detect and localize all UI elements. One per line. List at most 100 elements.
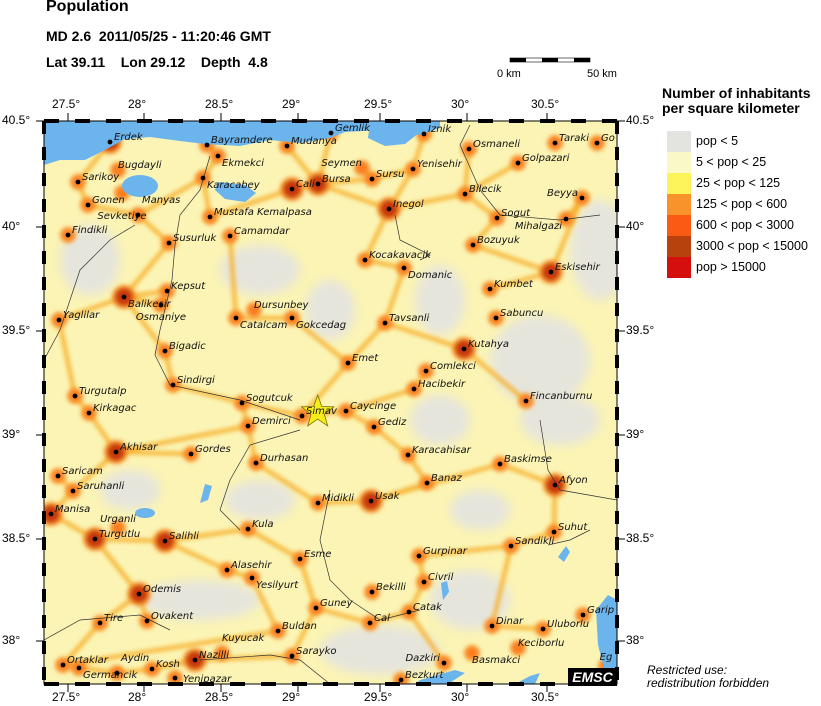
city-fincanburnu[interactable]: Fincanburnu (523, 391, 593, 404)
city-usak[interactable]: Usak (368, 491, 401, 504)
city-gordes[interactable]: Gordes (188, 444, 231, 457)
city-karacahisar[interactable]: Karacahisar (405, 445, 472, 458)
city-bugdayli[interactable]: Bugdayli (118, 160, 162, 171)
city-kocakavacik[interactable]: Kocakavacik (362, 250, 433, 263)
city-sarayko[interactable]: Sarayko (289, 646, 337, 659)
city-bezkurt[interactable]: Bezkurt (398, 670, 445, 683)
city-baskimse[interactable]: Baskimse (497, 454, 552, 467)
city-sabuncu[interactable]: Sabuncu (493, 308, 544, 321)
city-catalcam[interactable]: Catalcam (233, 315, 288, 331)
city-buldan[interactable]: Buldan (275, 621, 317, 634)
city-osmaneli[interactable]: Osmaneli (466, 139, 521, 152)
city-kutahya[interactable]: Kutahya (461, 339, 509, 352)
city-tavsanli[interactable]: Tavsanli (382, 313, 430, 326)
city-caycinge[interactable]: Caycinge (343, 401, 397, 414)
city-saricam[interactable]: Saricam (55, 466, 103, 479)
city-odemis[interactable]: Odemis (136, 584, 182, 597)
city-sevketiye[interactable]: Sevketiye (97, 211, 146, 222)
city-bozuyuk[interactable]: Bozuyuk (470, 235, 521, 248)
city-suhut[interactable]: Suhut (551, 522, 589, 535)
city-ekmekci[interactable]: Ekmekci (215, 153, 265, 169)
city-gonen[interactable]: Gonen (85, 195, 125, 208)
city-yesilyurt[interactable]: Yesilyurt (249, 575, 300, 591)
city-sogutcuk[interactable]: Sogutcuk (239, 393, 294, 406)
city-inegol[interactable]: Inegol (386, 199, 424, 212)
city-keciborlu[interactable]: Keciborlu (518, 638, 564, 649)
city-sogut[interactable]: Sogut (494, 208, 532, 221)
city-cali[interactable]: Cali (289, 179, 315, 192)
city-turgutalp[interactable]: Turgutalp (72, 386, 127, 399)
city-karacabey[interactable]: Karacabey (200, 175, 261, 191)
city-durhasan[interactable]: Durhasan (253, 453, 309, 466)
city-camamdar[interactable]: Camamdar (227, 226, 291, 239)
city-gokcedag[interactable]: Gokcedag (289, 315, 347, 331)
city-ortaklar[interactable]: Ortaklar (60, 655, 109, 668)
city-civril[interactable]: Civril (421, 572, 454, 585)
city-simav[interactable]: Simav (299, 406, 338, 419)
city-sursu[interactable]: Sursu (369, 169, 405, 182)
city-kirkagac[interactable]: Kirkagac (86, 403, 137, 416)
city-kosh[interactable]: Kosh (149, 659, 180, 672)
city-comlekci[interactable]: Comlekci (423, 361, 476, 374)
city-balikesir[interactable]: Balikesir (121, 294, 172, 310)
city-findikli[interactable]: Findikli (65, 225, 108, 238)
city-susurluk[interactable]: Susurluk (166, 233, 218, 246)
city-erdek[interactable]: Erdek (107, 132, 144, 145)
city-dursunbey[interactable]: Dursunbey (254, 300, 310, 311)
city-osmaniye[interactable]: Osmaniye (136, 302, 186, 323)
city-hacibekir[interactable]: Hacibekir (411, 379, 466, 392)
city-bursa[interactable]: Bursa (315, 174, 351, 187)
city-sarikoy[interactable]: Sarikoy (75, 172, 121, 185)
city-yenisehir[interactable]: Yenisehir (410, 159, 463, 172)
city-eg[interactable]: Eg (600, 652, 613, 663)
city-manyas[interactable]: Manyas (135, 195, 181, 218)
city-emet[interactable]: Emet (345, 353, 380, 366)
city-demirci[interactable]: Demirci (245, 416, 291, 429)
city-aydin[interactable]: Aydin (114, 653, 150, 676)
city-gediz[interactable]: Gediz (371, 417, 407, 430)
city-turgutlu[interactable]: Turgutlu (92, 529, 141, 542)
city-midikli[interactable]: Midikli (315, 493, 355, 506)
city-germancik[interactable]: Germancik (76, 665, 139, 681)
city-yenipazar[interactable]: Yenipazar (172, 674, 233, 685)
city-guney[interactable]: Guney (313, 598, 354, 611)
city-ovakent[interactable]: Ovakent (144, 611, 195, 624)
city-tire[interactable]: Tire (97, 613, 124, 626)
city-kepsut[interactable]: Kepsut (164, 281, 207, 294)
epicenter-star-icon[interactable] (300, 393, 335, 427)
city-salihli[interactable]: Salihli (162, 531, 200, 544)
city-bigadic[interactable]: Bigadic (162, 341, 207, 354)
city-domanic[interactable]: Domanic (401, 265, 453, 281)
city-uluborlu[interactable]: Uluborlu (540, 619, 590, 632)
city-catak[interactable]: Catak (406, 602, 444, 615)
city-banaz[interactable]: Banaz (424, 473, 463, 486)
city-gurpinar[interactable]: Gurpinar (416, 546, 468, 559)
city-saruhanli[interactable]: Saruhanli (70, 481, 125, 494)
city-kumbet[interactable]: Kumbet (487, 279, 534, 292)
city-manisa[interactable]: Manisa (48, 504, 91, 517)
city-yaglilar[interactable]: Yaglilar (56, 310, 101, 323)
city-garip[interactable]: Garip (580, 605, 615, 618)
city-gemlik[interactable]: Gemlik (328, 123, 372, 136)
city-sandikli[interactable]: Sandikli (508, 536, 555, 549)
city-nazilli[interactable]: Nazilli (192, 650, 230, 663)
city-esme[interactable]: Esme (297, 549, 332, 562)
city-alasehir[interactable]: Alasehir (224, 560, 273, 573)
city-urganli[interactable]: Urganli (100, 514, 136, 525)
city-go[interactable]: Go (594, 133, 615, 146)
city-mudanya[interactable]: Mudanya (284, 136, 337, 149)
city-basmakci[interactable]: Basmakci (472, 655, 520, 666)
city-mihalgazi[interactable]: Mihalgazi (515, 216, 569, 232)
city-mustafa-kemalpasa[interactable]: Mustafa Kemalpasa (207, 207, 312, 220)
city-bilecik[interactable]: Bilecik (462, 184, 503, 197)
city-taraki[interactable]: Taraki (552, 133, 590, 146)
city-kuyucak[interactable]: Kuyucak (222, 633, 266, 644)
city-seymen[interactable]: Seymen (321, 158, 362, 169)
city-kula[interactable]: Kula (245, 519, 274, 532)
city-bekilli[interactable]: Bekilli (369, 582, 407, 595)
city-eskisehir[interactable]: Eskisehir (548, 262, 601, 275)
city-afyon[interactable]: Afyon (552, 475, 588, 488)
city-sindirgi[interactable]: Sindirgi (170, 375, 215, 388)
city-dazkiri[interactable]: Dazkiri (405, 653, 447, 666)
city-golpazari[interactable]: Golpazari (515, 153, 570, 166)
